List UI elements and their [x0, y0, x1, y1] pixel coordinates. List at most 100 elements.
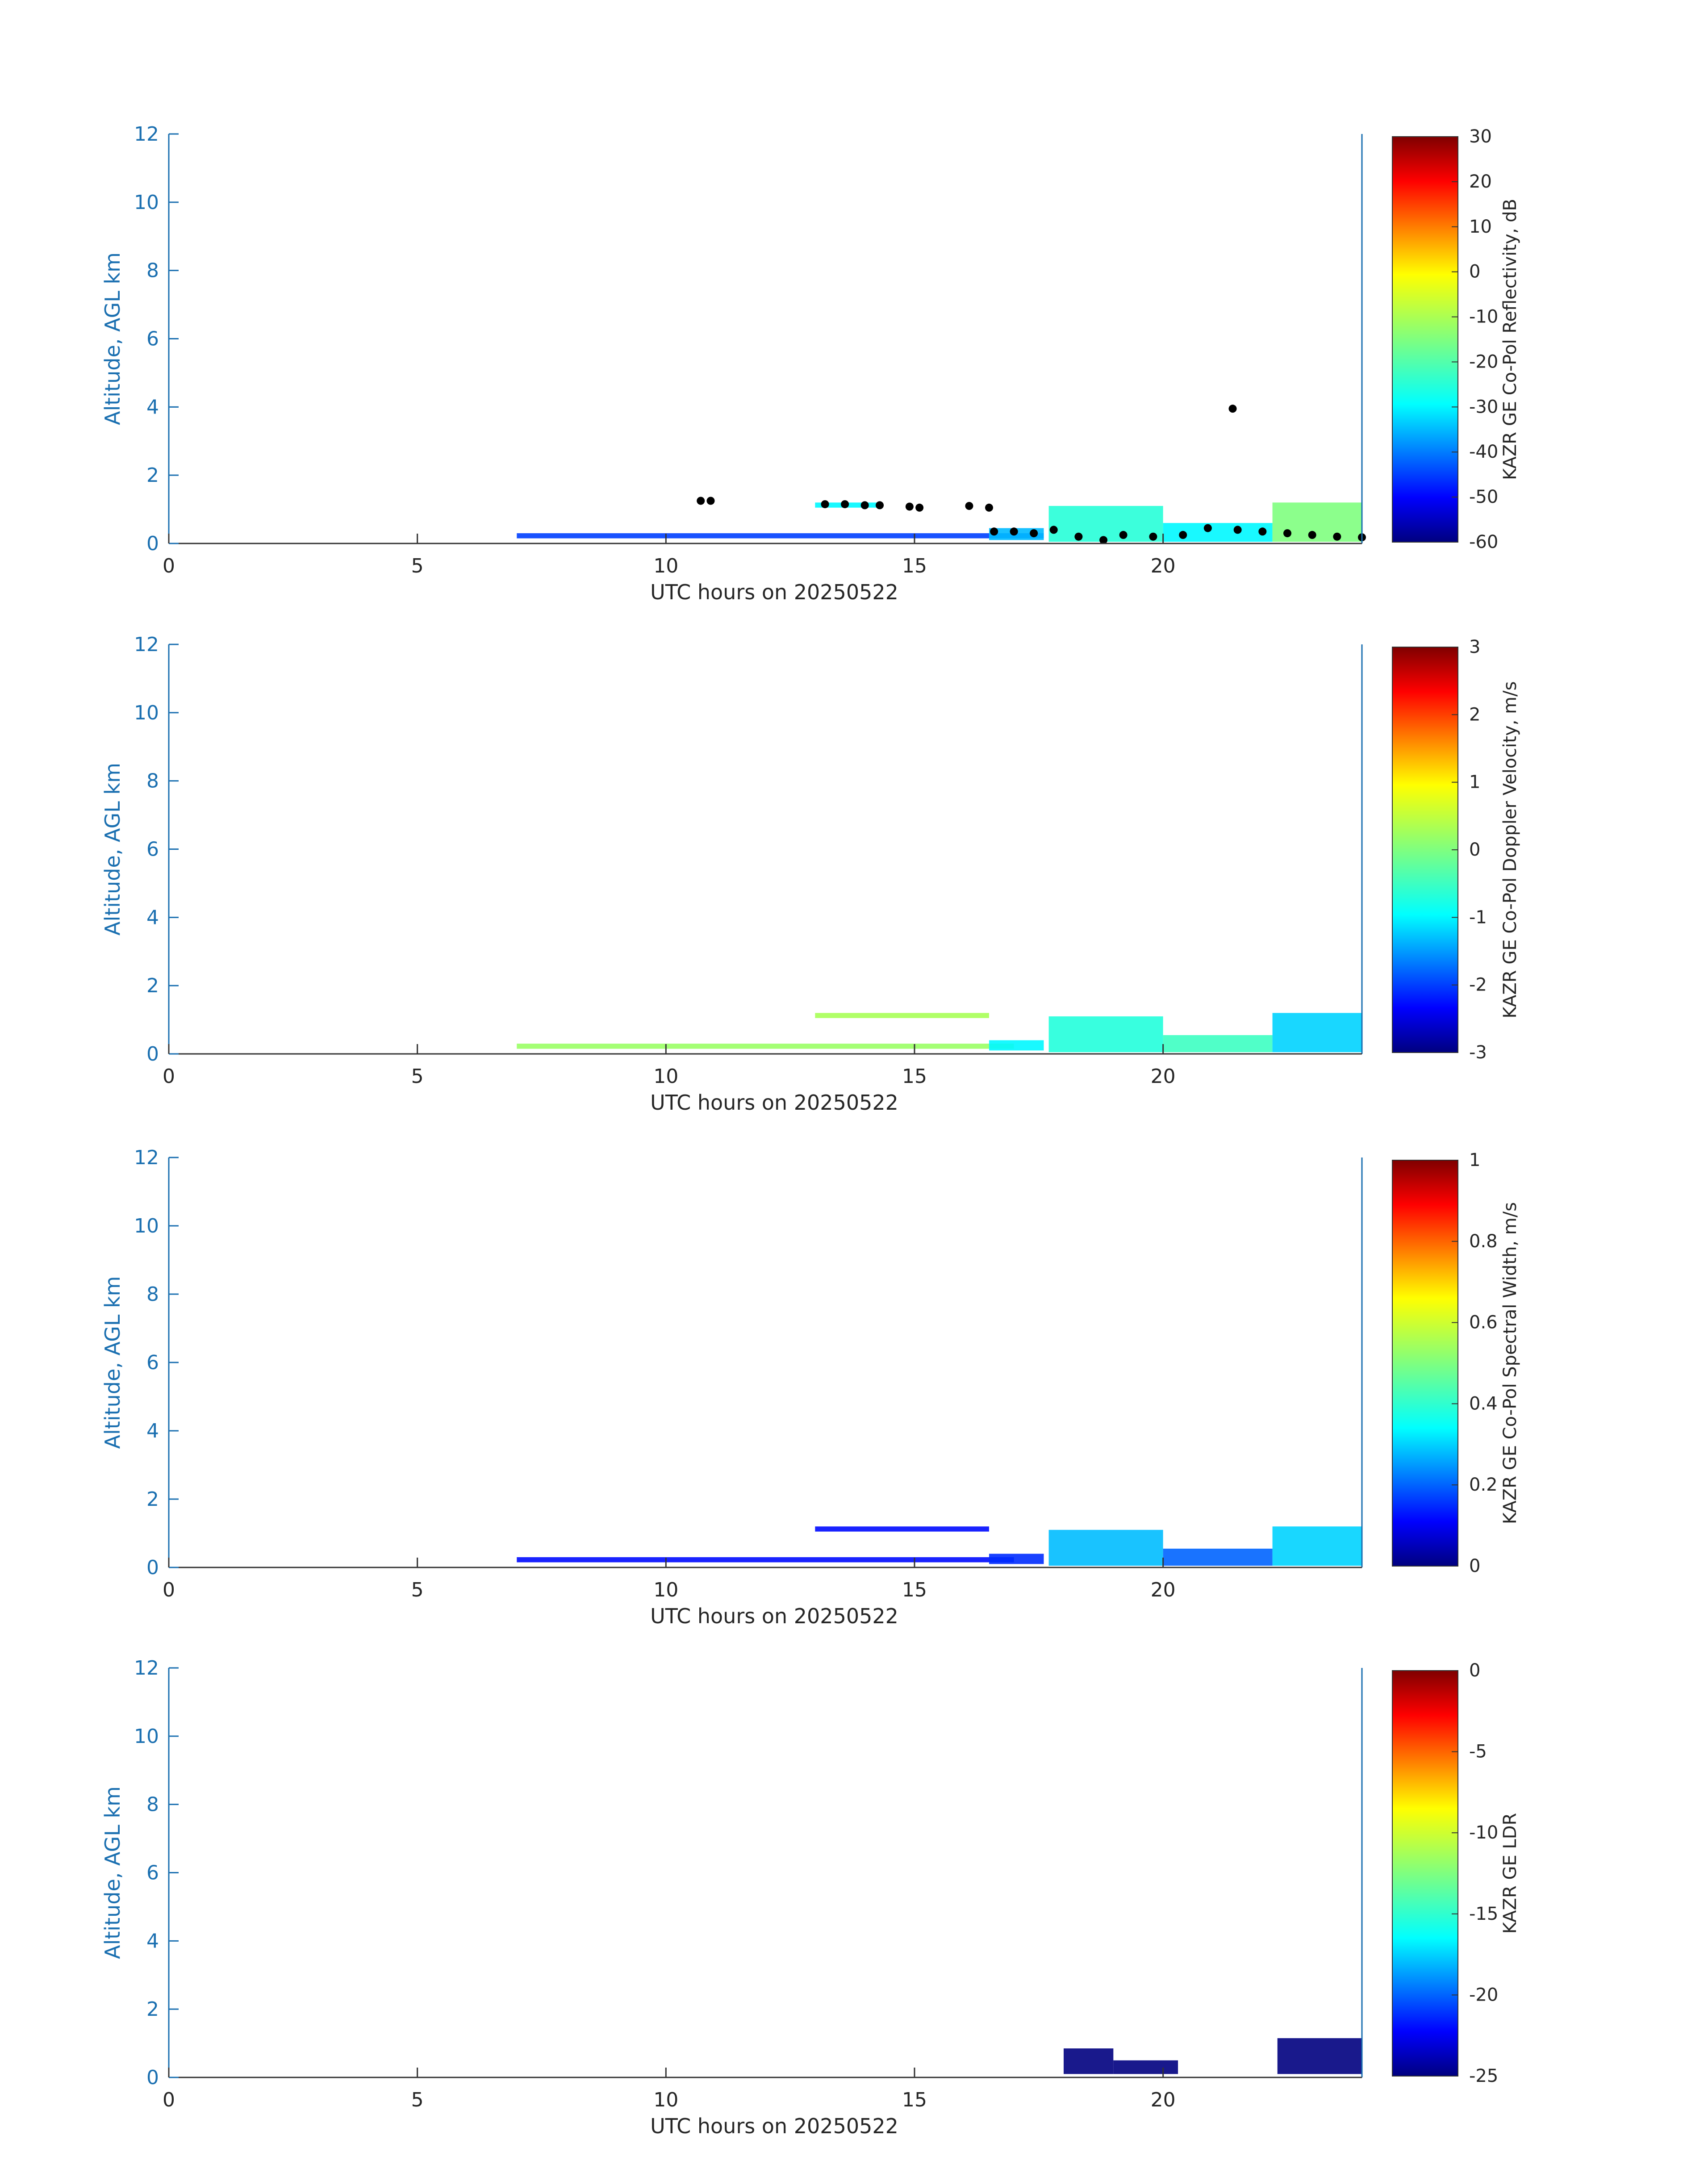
x-tick-label: 5	[411, 2089, 424, 2111]
colorbar-tick-label: -30	[1469, 397, 1498, 417]
y-axis-label: Altitude, AGL km	[100, 1786, 125, 1959]
x-tick-label: 0	[163, 1579, 175, 1601]
cloud-base-point	[1308, 531, 1316, 539]
cloud-base-point	[1283, 529, 1291, 538]
echo-block	[517, 1557, 1014, 1563]
colorbar	[1392, 136, 1458, 543]
x-tick-label: 15	[902, 555, 927, 577]
cloud-base-point	[985, 503, 993, 512]
colorbar-label: KAZR GE LDR	[1500, 1813, 1520, 1934]
echo-block	[517, 1044, 1014, 1049]
y-tick-label: 12	[134, 633, 159, 656]
cloud-base-point	[876, 501, 884, 510]
colorbar-tick-label: -10	[1469, 307, 1498, 327]
cloud-base-point	[1333, 532, 1341, 541]
x-axis-label: UTC hours on 20250522	[650, 1604, 898, 1628]
y-tick-label: 6	[146, 328, 159, 351]
y-tick-label: 0	[146, 1043, 159, 1066]
echo-block	[1048, 1016, 1163, 1053]
echo-block	[1163, 1035, 1273, 1053]
y-tick-label: 4	[146, 1420, 159, 1442]
colorbar-tick-label: -25	[1469, 2066, 1498, 2086]
x-tick-label: 10	[653, 2089, 678, 2111]
y-tick-label: 8	[146, 770, 159, 793]
echo-block	[1272, 1013, 1362, 1053]
x-axis-label: UTC hours on 20250522	[650, 580, 898, 604]
cloud-base-point	[841, 500, 849, 509]
colorbar	[1392, 647, 1458, 1053]
colorbar-tick-label: -1	[1469, 907, 1487, 928]
colorbar	[1392, 1160, 1458, 1567]
cloud-base-point	[905, 502, 914, 511]
x-tick-label: 0	[163, 555, 175, 577]
y-tick-label: 2	[146, 974, 159, 997]
colorbar-tick-label: 0	[1469, 1660, 1480, 1681]
cloud-base-point	[1203, 524, 1212, 532]
cloud-base-point	[1099, 536, 1108, 544]
echo-block	[815, 1013, 989, 1018]
y-axis-label: Altitude, AGL km	[100, 252, 125, 425]
x-tick-label: 20	[1151, 2089, 1176, 2111]
cloud-base-point	[1074, 532, 1083, 541]
cloud-base-point	[1149, 532, 1157, 541]
colorbar-tick-label: -20	[1469, 1985, 1498, 2005]
y-tick-label: 10	[134, 702, 159, 724]
colorbar-tick-label: 0.4	[1469, 1393, 1498, 1414]
cloud-base-point	[915, 503, 924, 512]
echo-block	[1064, 2048, 1114, 2074]
echo-block	[1272, 1526, 1362, 1566]
y-tick-label: 0	[146, 532, 159, 555]
y-tick-label: 8	[146, 259, 159, 282]
y-tick-label: 10	[134, 1725, 159, 1748]
y-axis-label: Altitude, AGL km	[100, 763, 125, 936]
x-tick-label: 15	[902, 1065, 927, 1088]
y-tick-label: 0	[146, 1556, 159, 1579]
x-tick-label: 20	[1151, 1579, 1176, 1601]
cloud-base-point	[1010, 527, 1018, 536]
cloud-base-point	[1228, 405, 1237, 413]
x-tick-label: 20	[1151, 1065, 1176, 1088]
echo-block	[1163, 1548, 1273, 1566]
x-axis-label: UTC hours on 20250522	[650, 1091, 898, 1115]
cloud-base-point	[706, 497, 715, 505]
cloud-base-point	[1030, 529, 1038, 538]
cloud-base-point	[1258, 527, 1267, 536]
x-tick-label: 5	[411, 555, 424, 577]
colorbar-tick-label: 0	[1469, 262, 1480, 282]
colorbar-label: KAZR GE Co-Pol Reflectivity, dB	[1500, 199, 1520, 480]
y-tick-label: 0	[146, 2066, 159, 2089]
echo-block	[1163, 523, 1273, 542]
colorbar-tick-label: 1	[1469, 1150, 1480, 1170]
colorbar-label: KAZR GE Co-Pol Spectral Width, m/s	[1500, 1202, 1520, 1524]
x-tick-label: 10	[653, 1065, 678, 1088]
colorbar-tick-label: 0.2	[1469, 1475, 1498, 1495]
panel-1: 0 2 4 6 8 10 12 0 5 10 15 20 UTC hours on 20250522 Al…	[100, 123, 1520, 604]
y-tick-label: 8	[146, 1283, 159, 1306]
colorbar-tick-label: 2	[1469, 704, 1480, 725]
echo-block	[1277, 2038, 1362, 2074]
colorbar-tick-label: 20	[1469, 171, 1492, 192]
colorbar-tick-label: 1	[1469, 772, 1480, 793]
colorbar-tick-label: -60	[1469, 532, 1498, 552]
cloud-base-point	[1049, 526, 1058, 534]
cloud-base-point	[1179, 531, 1187, 539]
x-axis-label: UTC hours on 20250522	[650, 2114, 898, 2138]
x-tick-label: 20	[1151, 555, 1176, 577]
colorbar-tick-label: 0.6	[1469, 1312, 1498, 1333]
y-tick-label: 4	[146, 396, 159, 418]
x-tick-label: 0	[163, 1065, 175, 1088]
colorbar	[1392, 1670, 1458, 2077]
x-tick-label: 5	[411, 1065, 424, 1088]
colorbar-label: KAZR GE Co-Pol Doppler Velocity, m/s	[1500, 681, 1520, 1019]
colorbar-tick-label: 30	[1469, 126, 1492, 147]
panel-4: 0 2 4 6 8 10 12 0 5 10 15 20 UTC hours on 20250522 Al…	[100, 1657, 1520, 2138]
y-tick-label: 10	[134, 1215, 159, 1237]
x-tick-label: 5	[411, 1579, 424, 1601]
echo-block	[1048, 1529, 1163, 1566]
cloud-base-point	[697, 497, 705, 505]
y-tick-label: 6	[146, 1862, 159, 1885]
y-tick-label: 6	[146, 1351, 159, 1374]
cloud-base-point	[821, 500, 829, 509]
